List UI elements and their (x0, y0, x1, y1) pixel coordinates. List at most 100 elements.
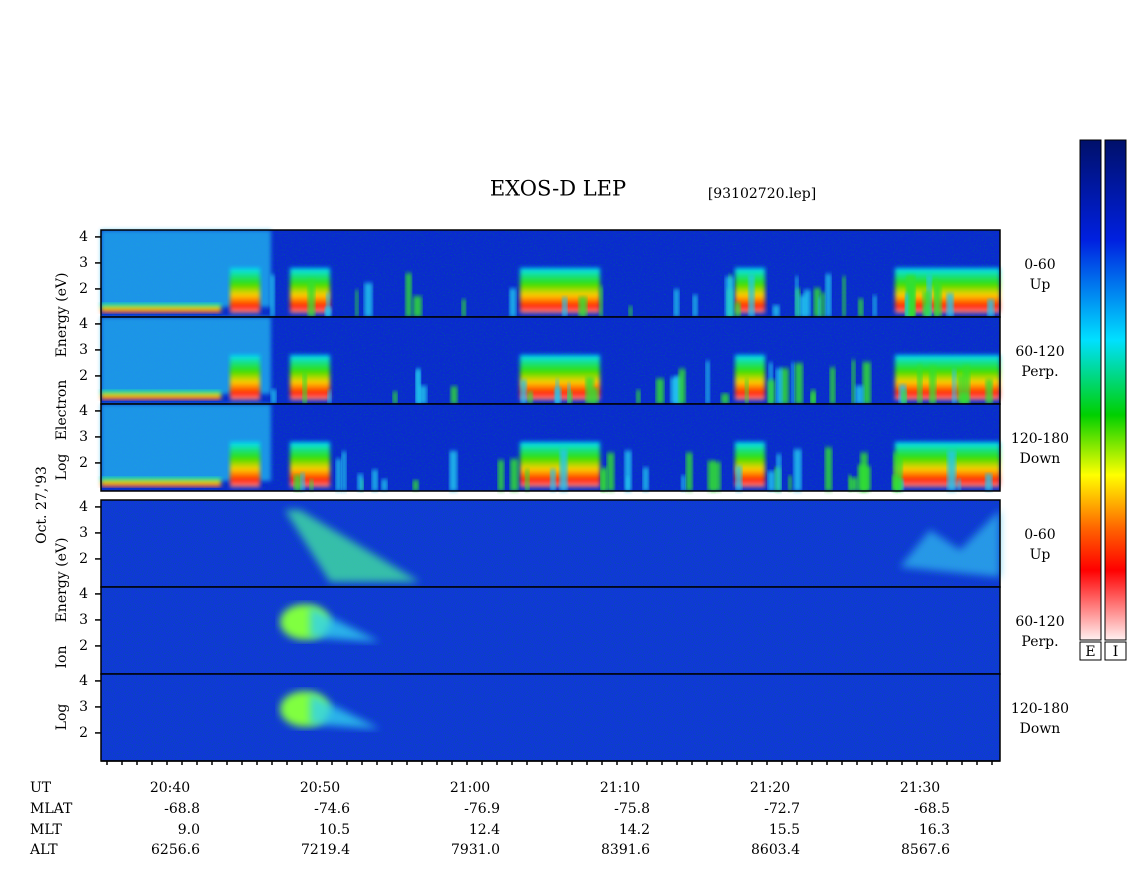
ion-tail (310, 607, 380, 642)
pitch-direction: Up (1030, 277, 1051, 293)
table-cell: -68.8 (164, 801, 200, 817)
spike (803, 289, 811, 317)
y-tick-label: 4 (79, 403, 88, 419)
spike (497, 459, 505, 491)
spike (578, 296, 588, 317)
axis-label: Log (54, 704, 70, 731)
spike (327, 390, 332, 404)
y-tick-label: 3 (79, 429, 88, 445)
spike (307, 280, 315, 317)
hot-blob (230, 268, 260, 313)
y-tick-label: 4 (79, 229, 88, 245)
spike (767, 471, 776, 491)
spike (413, 296, 422, 317)
spike (636, 389, 641, 404)
table-cell: 8567.6 (901, 842, 950, 858)
y-tick-label: 4 (79, 499, 88, 515)
spike (562, 297, 568, 317)
spike (829, 367, 836, 404)
spike (461, 299, 466, 317)
spike (300, 472, 305, 491)
date-label: Oct. 27,'93 (34, 466, 50, 544)
ion-tail (310, 694, 380, 729)
spectrogram: 2 3 4 60-120 Perp. (79, 316, 1065, 405)
spike (510, 458, 519, 491)
hot-blob (290, 355, 330, 400)
spike (721, 393, 730, 404)
y-tick-label: 3 (79, 699, 88, 715)
colorbar-label-box (1079, 641, 1102, 661)
pitch-range: 120-180 (1011, 701, 1069, 717)
panel-noise (101, 674, 1000, 761)
spike (735, 465, 742, 491)
colorbar (1079, 139, 1102, 641)
y-tick-label: 2 (79, 455, 88, 471)
spike (520, 379, 527, 404)
spike (449, 450, 458, 491)
spike (725, 276, 734, 317)
colorbar-label: I (1113, 644, 1119, 660)
table-cell: 8603.4 (751, 842, 800, 858)
row-label: ALT (29, 842, 58, 858)
spike (795, 276, 799, 317)
hot-blob (230, 442, 260, 487)
spike (793, 449, 802, 491)
spike (673, 289, 680, 317)
spike (628, 305, 633, 317)
spike (772, 305, 780, 317)
spike (707, 460, 716, 491)
hot-blob (230, 355, 260, 400)
spike (309, 479, 314, 491)
ion-streak (285, 510, 420, 582)
spike (744, 378, 749, 404)
table-cell: 15.5 (769, 822, 800, 838)
spike (734, 302, 741, 317)
pitch-direction: Perp. (1021, 634, 1058, 650)
spike (527, 391, 533, 404)
spike (681, 475, 686, 491)
table-cell: 21:10 (600, 780, 640, 796)
spike (364, 282, 373, 317)
hot-blob (735, 355, 765, 400)
y-tick-label: 2 (79, 638, 88, 654)
spike (987, 299, 995, 317)
file-name: [93102720.lep] (708, 186, 816, 202)
spike (820, 292, 826, 317)
spike (962, 365, 970, 404)
panel-noise (101, 500, 1000, 587)
spike (692, 294, 698, 317)
hot-blob (895, 355, 1000, 400)
y-tick-label: 2 (79, 368, 88, 384)
pitch-direction: Up (1030, 547, 1051, 563)
spike (957, 374, 965, 404)
spike (712, 461, 721, 491)
spike (371, 469, 378, 491)
spike (922, 290, 931, 317)
y-tick-label: 3 (79, 342, 88, 358)
panel-noise (101, 587, 1000, 674)
panel-frame (100, 403, 1001, 492)
spike (559, 449, 568, 491)
spike (748, 274, 755, 317)
spike (985, 379, 993, 404)
table-cell: -68.5 (914, 801, 950, 817)
spike (791, 362, 795, 404)
table-cell: 6256.6 (151, 842, 200, 858)
table-cell: -75.8 (614, 801, 650, 817)
spike (270, 274, 275, 317)
y-tick-label: 4 (79, 673, 88, 689)
spike (857, 464, 866, 491)
axis-label: Log (54, 454, 70, 481)
low-band (101, 303, 221, 313)
spectrogram: 2 3 4 60-120 Perp. (79, 586, 1065, 675)
spike (624, 450, 632, 491)
table-cell: -74.6 (314, 801, 350, 817)
spike (270, 389, 277, 404)
spike (392, 391, 398, 404)
spike (525, 468, 530, 491)
spike (585, 376, 595, 404)
pitch-direction: Down (1020, 451, 1061, 467)
title: EXOS-D LEP (490, 177, 626, 201)
y-tick-label: 3 (79, 612, 88, 628)
spectrogram: 2 3 4 120-180 Down (79, 673, 1069, 762)
